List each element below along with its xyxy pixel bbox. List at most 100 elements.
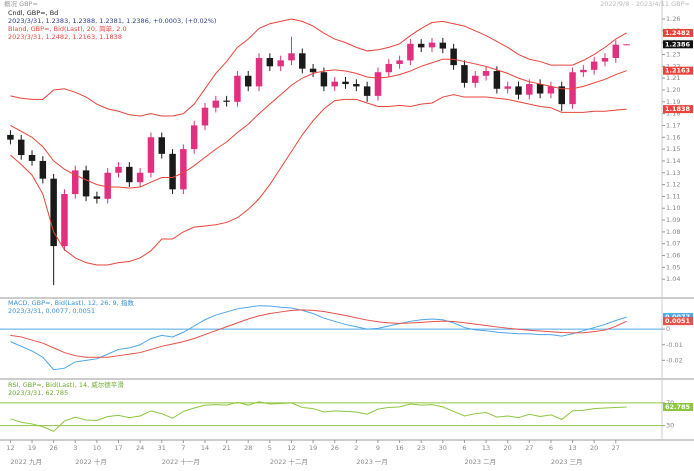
date-range: 2022/9/8 - 2023/4/11 GBP=	[600, 0, 690, 8]
panel-subtitle: 2023/3/31, 1.2383, 1.2388, 1.2381, 1.238…	[8, 17, 216, 25]
candle-body	[39, 160, 47, 179]
overlay-title: Bland, GBP=, Bid(Last), 20, 简单, 2.0	[8, 24, 127, 33]
y-tick-label: 1.23	[666, 50, 680, 58]
y-tick-label: 0	[666, 325, 670, 333]
candle-body	[558, 86, 565, 105]
x-month-label: 2023 三月	[551, 458, 583, 466]
candle-body	[407, 43, 414, 61]
x-tick-label: 14	[201, 444, 209, 452]
candle-body	[201, 107, 209, 126]
candle-body	[493, 71, 501, 89]
candle-body	[244, 75, 252, 87]
y-tick-label: 1.04	[666, 275, 680, 283]
last-value-label: 0.0077	[665, 313, 690, 321]
y-tick-label: 1.22	[666, 62, 680, 70]
last-value-box	[663, 66, 693, 75]
y-tick-label: 1.13	[666, 169, 680, 177]
candle-body	[569, 72, 576, 105]
overlay-subtitle: 2023/3/31, 1.2482, 1.2163, 1.1838	[8, 33, 122, 41]
x-tick-label: 6	[549, 444, 553, 452]
candle-body	[504, 86, 511, 89]
last-value-label: 62.785	[665, 403, 691, 411]
x-tick-label: 27	[612, 444, 620, 452]
x-tick-label: 17	[114, 444, 122, 452]
y-tick-label: 1.15	[666, 145, 680, 153]
candle-body	[136, 172, 144, 183]
last-value-box	[663, 317, 693, 326]
indicator-line	[10, 305, 627, 371]
last-value-label: 1.1838	[665, 105, 691, 113]
indicator-line	[10, 401, 627, 432]
candle-body	[612, 44, 620, 59]
x-month-label: 2022 十二月	[270, 457, 308, 466]
y-tick-label: 30	[666, 422, 674, 430]
x-tick-label: 3	[73, 444, 77, 452]
y-tick-label: 1.09	[666, 216, 680, 224]
y-tick-label: 70	[666, 399, 674, 407]
candle-body	[482, 71, 490, 76]
candle-body	[472, 75, 479, 83]
x-tick-label: 21	[222, 444, 230, 452]
x-tick-label: 24	[136, 444, 144, 452]
candle-body	[363, 86, 371, 96]
y-tick-label: 1.16	[666, 133, 680, 141]
y-tick-label: 1.10	[666, 204, 680, 212]
x-tick-label: 20	[504, 444, 512, 452]
x-tick-label: 13	[482, 444, 490, 452]
candle-body	[526, 84, 533, 95]
y-tick-label: 1.08	[666, 228, 680, 236]
candle-body	[353, 84, 360, 87]
y-tick-label: 1.06	[666, 252, 680, 260]
candle-body	[385, 63, 393, 73]
y-tick-label: -0.02	[666, 356, 683, 364]
candle-body	[623, 44, 630, 46]
bollinger-line	[10, 18, 627, 117]
x-tick-label: 31	[158, 444, 166, 452]
x-tick-label: 30	[439, 444, 447, 452]
candle-body	[439, 42, 447, 49]
y-tick-label: 1.14	[666, 157, 680, 165]
candle-body	[309, 68, 317, 73]
last-value-box	[663, 40, 693, 49]
y-tick-label: 1.11	[666, 192, 680, 200]
candle-body	[72, 170, 79, 195]
x-tick-label: 23	[417, 444, 425, 452]
window-title: 概况 GBP=	[4, 0, 38, 8]
x-month-label: 2022 十一月	[162, 457, 200, 466]
candle-body	[320, 72, 328, 87]
y-tick-label: 1.07	[666, 240, 680, 248]
y-tick-label: 1.26	[666, 15, 680, 23]
candle-body	[590, 61, 598, 70]
candle-body	[223, 100, 230, 102]
x-tick-label: 16	[395, 444, 403, 452]
bollinger-line	[10, 58, 627, 189]
x-tick-label: 20	[590, 444, 598, 452]
x-month-label: 2023 一月	[356, 458, 388, 466]
x-tick-label: 6	[462, 444, 466, 452]
candle-body	[461, 65, 468, 83]
y-tick-label: 1.18	[666, 110, 680, 118]
candle-body	[277, 60, 284, 67]
candle-body	[450, 48, 457, 66]
panel-title: MACD, GBP=, Bid(Last), 12, 26, 9, 指数	[8, 298, 134, 307]
candle-body	[104, 172, 111, 199]
x-tick-label: 12	[287, 444, 295, 452]
last-value-box	[663, 28, 693, 37]
y-tick-label: 1.20	[666, 86, 680, 94]
candle-body	[147, 137, 155, 173]
bollinger-line	[10, 94, 627, 266]
last-value-label: 1.2482	[665, 29, 690, 37]
candle-body	[190, 125, 198, 150]
x-month-label: 2022 十月	[75, 457, 107, 466]
candle-body	[342, 81, 349, 85]
panel-title: RSI, GBP=, Bid(Last), 14, 威尔德平滑	[8, 380, 124, 389]
x-tick-label: 2	[354, 444, 358, 452]
candle-body	[299, 53, 306, 69]
candle-body	[61, 194, 68, 247]
candle-body	[115, 166, 122, 173]
candle-body	[126, 166, 133, 183]
panel-subtitle: 2023/3/31, 0.0077, 0.0051	[8, 307, 95, 315]
candle-body	[158, 137, 165, 154]
x-tick-label: 19	[309, 444, 317, 452]
